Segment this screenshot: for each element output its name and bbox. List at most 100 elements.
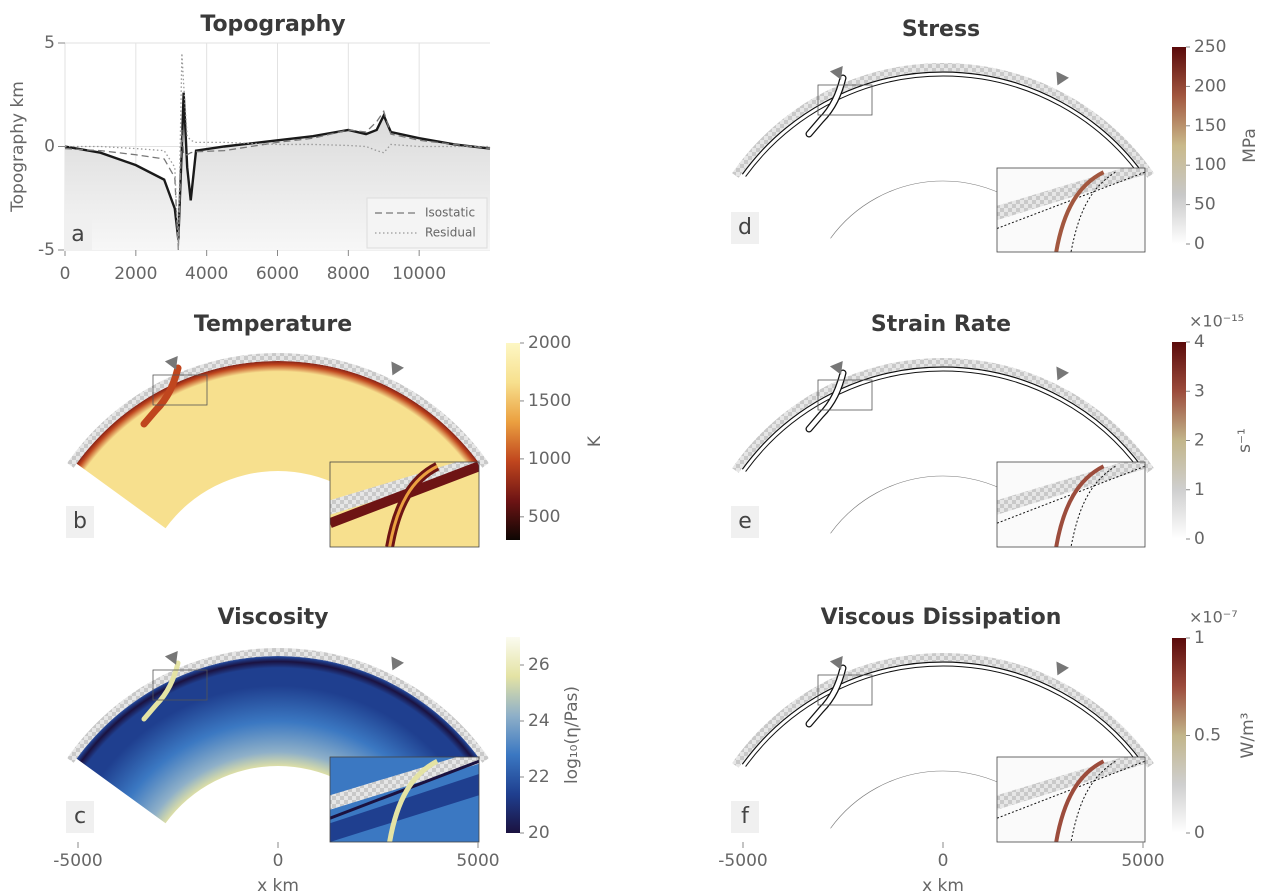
plate-line <box>741 71 1145 175</box>
inset <box>330 462 479 547</box>
panel-title: Strain Rate <box>871 312 1011 337</box>
inset-slab <box>1054 759 1105 842</box>
panel-label: c <box>74 804 86 829</box>
x-tick-label: 4000 <box>185 264 228 284</box>
colorbar-tick-label: 0 <box>1194 529 1205 549</box>
plate-line <box>745 75 1141 177</box>
inset-plate <box>997 760 1145 819</box>
colorbar-tick-label: 200 <box>1194 76 1226 96</box>
zoom-box <box>817 84 873 116</box>
colorbar-tick-label: 1000 <box>528 449 571 469</box>
inset-slab <box>1054 464 1105 547</box>
colorbar-tick-label: 1500 <box>528 391 571 411</box>
colorbar-tick-label: 150 <box>1194 116 1226 136</box>
inset <box>330 757 479 842</box>
colorbar-tick-label: 22 <box>528 767 550 787</box>
zoom-box <box>817 674 873 706</box>
panel-title: Temperature <box>194 312 352 337</box>
colorbar-tick-label: 3 <box>1194 381 1205 401</box>
colorbar-tick-label: 26 <box>528 655 550 675</box>
colorbar <box>1172 47 1186 244</box>
colorbar-tick-label: 0 <box>1194 823 1205 843</box>
panel-label: b <box>73 509 87 534</box>
panel-label-box <box>731 212 759 244</box>
x-tick-label: 5000 <box>456 851 499 871</box>
inset-slab <box>387 759 439 842</box>
inset <box>997 168 1145 252</box>
legend-box <box>366 197 488 249</box>
colorbar-label: s⁻¹ <box>1235 428 1255 453</box>
colorbar <box>1172 638 1186 833</box>
x-axis-label: x km <box>257 876 299 896</box>
x-tick-label: 0 <box>938 851 949 871</box>
legend-label: Residual <box>425 226 476 240</box>
inset <box>997 757 1145 842</box>
x-axis-label: x km <box>922 876 964 896</box>
colorbar-tick-label: 20 <box>528 823 550 843</box>
x-tick-label: 0 <box>273 851 284 871</box>
y-tick-label: -5 <box>38 240 55 260</box>
x-tick-label: 10000 <box>392 264 446 284</box>
plate-line <box>745 665 1141 767</box>
inset-slab <box>1054 170 1105 252</box>
colorbar-tick-label: 1 <box>1194 628 1205 648</box>
trench-marker <box>829 360 843 375</box>
zoom-box <box>152 374 208 406</box>
colorbar-multiplier: ×10⁻¹⁵ <box>1189 312 1244 331</box>
colorbar-label: log₁₀(η/Pas) <box>562 686 582 784</box>
trench-marker <box>829 65 843 80</box>
zoom-box <box>817 379 873 411</box>
inset <box>997 462 1145 547</box>
y-axis-label: Topography km <box>8 81 28 213</box>
panel-label-box <box>731 801 759 833</box>
inset-plate <box>997 465 1145 524</box>
x-tick-label: -5000 <box>718 851 767 871</box>
inset-slab-edge <box>1070 465 1116 547</box>
trench-marker <box>391 656 404 671</box>
colorbar-tick-label: 250 <box>1194 37 1226 57</box>
colorbar-label: MPa <box>1240 128 1260 163</box>
colorbar <box>1172 342 1186 539</box>
slab <box>806 370 846 432</box>
colorbar <box>506 343 520 540</box>
inset-layer <box>330 774 479 842</box>
colorbar-tick-label: 4 <box>1194 332 1205 352</box>
slab <box>806 75 846 137</box>
trench-marker <box>164 650 178 665</box>
colorbar-multiplier: ×10⁻⁷ <box>1189 608 1238 627</box>
inset-crust <box>997 168 1145 221</box>
panel-label-box <box>64 219 92 251</box>
colorbar-tick-label: 2 <box>1194 431 1205 451</box>
series-line <box>64 109 491 251</box>
x-tick-label: 6000 <box>256 264 299 284</box>
inset-frame <box>329 461 480 548</box>
panel-label: f <box>741 804 750 829</box>
colorbar-tick-label: 0.5 <box>1194 726 1221 746</box>
inset-frame <box>329 756 480 843</box>
x-tick-label: 0 <box>60 264 71 284</box>
inset-frame <box>996 461 1146 548</box>
trench-marker <box>1056 661 1069 676</box>
colorbar-tick-label: 2000 <box>528 333 571 353</box>
x-tick-label: -5000 <box>53 851 102 871</box>
inset-slab-edge <box>1070 171 1116 252</box>
colorbar-tick-label: 500 <box>528 507 560 527</box>
inset-frame <box>996 756 1146 843</box>
y-tick-label: 0 <box>44 137 55 157</box>
y-tick-label: 5 <box>44 33 55 53</box>
plate-line <box>741 366 1145 470</box>
inset-slab-core <box>388 464 438 547</box>
x-tick-label: 5000 <box>1121 851 1164 871</box>
colorbar-tick-label: 100 <box>1194 155 1226 175</box>
slab <box>806 665 846 727</box>
slab <box>141 660 181 722</box>
plate-line <box>741 661 1145 765</box>
colorbar-tick-label: 24 <box>528 711 550 731</box>
panel-title: Topography <box>200 12 345 37</box>
colorbar-tick-label: 1 <box>1194 480 1205 500</box>
zoom-box <box>152 669 208 701</box>
colorbar-tick-label: 50 <box>1194 195 1216 215</box>
panel-title: Stress <box>902 17 980 42</box>
panel-title: Viscosity <box>218 605 329 630</box>
